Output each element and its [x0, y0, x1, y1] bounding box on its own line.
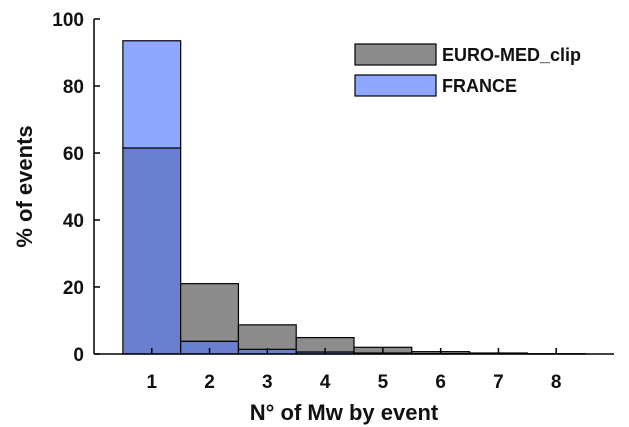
- x-tick-label: 1: [146, 372, 157, 393]
- legend-entry-france-label: FRANCE: [442, 76, 517, 96]
- tick-labels: 0 20 40 60 80 100 1 2 3 4 5 6 7 8: [52, 10, 561, 393]
- x-tick-label: 2: [204, 372, 215, 393]
- x-tick-label: 5: [378, 372, 389, 393]
- bar-france-1: [122, 40, 182, 149]
- x-tick-label: 3: [262, 372, 273, 393]
- x-tick-label: 8: [551, 372, 562, 393]
- bar-overlap-1: [122, 147, 182, 355]
- y-tick-label: 40: [63, 211, 84, 232]
- x-axis-label: N° of Mw by event: [250, 400, 439, 425]
- legend-entry-euromed-label: EURO-MED_clip: [442, 45, 581, 65]
- y-tick-label: 100: [52, 10, 84, 31]
- y-tick-label: 60: [63, 144, 84, 165]
- y-tick-label: 0: [73, 345, 84, 366]
- x-tick-label: 7: [493, 372, 504, 393]
- x-tick-label: 6: [435, 372, 446, 393]
- bar-layer: [122, 40, 586, 355]
- axes: [93, 18, 614, 355]
- legend-entry-france-swatch: [354, 74, 437, 97]
- y-tick-label: 80: [63, 77, 84, 98]
- x-tick-label: 4: [320, 372, 331, 393]
- legend-entry-euromed-swatch: [354, 43, 437, 66]
- y-axis-label: % of events: [12, 125, 37, 247]
- bar-euromed-3: [237, 324, 297, 350]
- bar-euromed-2: [180, 283, 240, 342]
- legend: EURO-MED_clip FRANCE: [354, 43, 581, 97]
- y-tick-label: 20: [63, 278, 84, 299]
